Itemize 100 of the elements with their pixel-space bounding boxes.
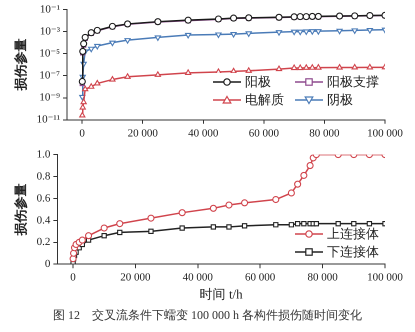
point [290, 64, 298, 70]
legend-label: 下连接体 [327, 243, 379, 261]
point [225, 201, 233, 209]
x-tick-label: 60 000 [245, 272, 276, 284]
point [366, 28, 374, 34]
y-tick-label: 0.8 [36, 170, 51, 182]
point [117, 230, 122, 236]
y-tick-label: 10⁻¹ [40, 3, 60, 16]
point [79, 48, 86, 55]
point [351, 220, 356, 226]
point [315, 29, 322, 35]
point [288, 222, 294, 228]
point [300, 172, 308, 179]
x-tick-label: 60 000 [248, 127, 280, 140]
point [147, 214, 155, 222]
point [336, 64, 343, 70]
point [303, 29, 310, 35]
point [309, 29, 316, 35]
caption: 图 12 交叉流条件下蠕变 100 000 h 各构件损伤随时间变化 [52, 307, 363, 324]
point [366, 220, 372, 226]
point [288, 189, 295, 197]
x-tick-label: 0 [79, 127, 86, 140]
point [210, 204, 217, 212]
point [297, 30, 304, 36]
point [88, 83, 94, 89]
point [80, 98, 87, 104]
point [85, 232, 92, 240]
point [70, 250, 78, 257]
point [178, 209, 186, 216]
point [124, 73, 131, 79]
point [94, 44, 100, 50]
x-tick-label: 40 000 [182, 272, 214, 284]
y-tick-label: 0.6 [36, 192, 51, 204]
point [94, 80, 100, 86]
x-axis-title: 时间 t/h [200, 286, 244, 302]
legend-label: 阳极支撑 [327, 73, 379, 91]
y-tick-label: 0 [44, 258, 51, 270]
y-axis-title: 损伤参量 [13, 183, 28, 236]
point [124, 38, 131, 44]
y-tick-label: 10⁻³ [40, 26, 61, 38]
point [309, 64, 316, 70]
point [290, 30, 298, 36]
point [184, 69, 192, 75]
point [315, 64, 322, 70]
point [303, 64, 310, 70]
point [297, 64, 304, 70]
y-tick-label: 10⁻⁹ [39, 92, 60, 104]
point [273, 222, 278, 228]
point [352, 64, 358, 70]
point [148, 228, 154, 234]
point [242, 223, 248, 229]
point [294, 220, 300, 226]
point [100, 224, 108, 232]
point [241, 199, 248, 206]
point [294, 180, 302, 188]
y-tick-label: 10⁻¹¹ [36, 114, 60, 126]
legend-label: 阳极 [245, 73, 271, 91]
point [276, 30, 282, 36]
point [109, 40, 116, 46]
point [226, 224, 232, 230]
point [78, 78, 86, 86]
y-tick-label: 10⁻⁵ [39, 48, 60, 60]
point [78, 236, 86, 244]
point [301, 220, 307, 226]
x-tick-label: 100 000 [367, 272, 404, 284]
point [366, 64, 374, 70]
point [180, 225, 185, 231]
point [230, 68, 237, 74]
point [80, 104, 86, 110]
x-tick-label: 80 000 [307, 272, 338, 284]
point [306, 162, 314, 170]
point [276, 66, 282, 72]
point [109, 76, 116, 82]
x-tick-label: 20 000 [128, 127, 158, 140]
point [154, 35, 162, 41]
legend-label: 阴极 [327, 91, 353, 109]
legend-label: 上连接体 [327, 225, 379, 243]
point [230, 32, 237, 38]
legend-label: 电解质 [245, 91, 284, 109]
point [101, 233, 107, 238]
point [154, 71, 162, 77]
point [215, 32, 222, 38]
y-axis-title: 损伤参量 [13, 38, 28, 92]
x-tick-label: 20 000 [120, 272, 151, 284]
point [352, 28, 358, 34]
x-tick-label: 80 000 [309, 127, 340, 140]
point [210, 224, 216, 230]
point [272, 196, 280, 204]
point [336, 220, 341, 226]
point [314, 220, 320, 226]
x-tick-label: 0 [70, 272, 76, 284]
point [336, 28, 343, 34]
x-tick-label: 40 000 [188, 127, 219, 140]
x-tick-label: 100 000 [367, 127, 404, 140]
point [79, 112, 86, 118]
point [116, 220, 124, 228]
y-tick-label: 1.0 [36, 148, 51, 160]
y-tick-label: 10⁻⁷ [39, 70, 60, 82]
point [246, 67, 252, 73]
point [82, 86, 88, 92]
